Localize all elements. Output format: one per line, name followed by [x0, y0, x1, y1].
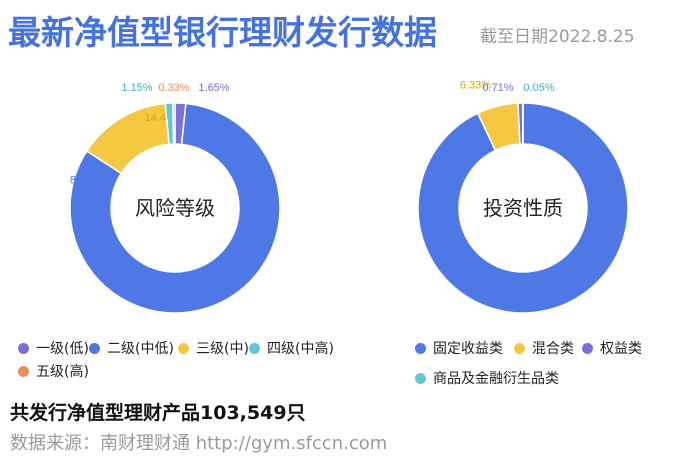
slice-percent-label: 1.15%	[121, 82, 152, 94]
legend-item: 权益类	[582, 338, 642, 358]
legend-label: 二级(中低)	[107, 341, 174, 357]
legend-item: 四级(中高)	[249, 338, 334, 358]
legend-color-dot	[18, 342, 29, 354]
donut-slice	[172, 102, 176, 145]
legend-color-dot	[89, 342, 100, 354]
legend-color-dot	[415, 372, 426, 384]
legend-color-dot	[178, 342, 189, 354]
legend-label: 三级(中)	[196, 341, 249, 357]
legend-color-dot	[582, 342, 593, 354]
donut-center-label: 风险等级	[135, 196, 215, 220]
legend-color-dot	[18, 365, 29, 377]
legend-label: 权益类	[600, 341, 642, 357]
total-products-text: 共发行净值型理财产品103,549只	[10, 402, 306, 424]
donut-slice	[417, 102, 629, 314]
legend-label: 四级(中高)	[267, 341, 334, 357]
legend-label: 固定收益类	[433, 341, 503, 357]
legend-item: 二级(中低)	[89, 338, 174, 358]
page-title: 最新净值型银行理财发行数据	[8, 13, 437, 52]
legend-item: 一级(低)	[18, 338, 89, 358]
slice-percent-label: 0.33%	[158, 82, 189, 94]
slice-percent-label: 6.33%	[460, 79, 491, 91]
donut-chart-2: 92.91% 6.33%0.71% 0.05% 投资性质	[417, 79, 629, 314]
legend-label: 一级(低)	[36, 341, 89, 357]
legend-color-dot	[415, 342, 426, 354]
legend-item: 三级(中)	[178, 338, 249, 358]
slice-percent-label: 1.65%	[198, 82, 229, 94]
legend-item: 商品及金融衍生品类	[415, 368, 559, 388]
slice-percent-label: 82.46%	[70, 175, 108, 187]
legend-label: 五级(高)	[36, 364, 89, 380]
donut-chart-1: 1.65%82.46%14.4%1.15% 0.33%风险等级	[69, 82, 281, 314]
legend-label: 商品及金融衍生品类	[433, 371, 559, 387]
legend-color-dot	[514, 342, 525, 354]
legend-item: 混合类	[514, 338, 574, 358]
donut-charts: 1.65%82.46%14.4%1.15% 0.33%风险等级92.91%6.33…	[69, 79, 629, 314]
slice-percent-label: 0.05%	[523, 82, 554, 94]
legend-item: 固定收益类	[415, 338, 503, 358]
donut-center-label: 投资性质	[483, 196, 563, 220]
date-note: 截至日期2022.8.25	[480, 27, 635, 47]
slice-percent-label: 0.71%	[482, 82, 513, 94]
legend-label: 混合类	[532, 341, 574, 357]
data-source-text: 数据来源：南财理财通 http://gym.sfccn.com	[10, 433, 388, 454]
donut-slice	[69, 102, 281, 314]
slice-percent-label: 92.91%	[455, 128, 493, 140]
legend-item: 五级(高)	[18, 361, 89, 381]
legend-color-dot	[249, 342, 260, 354]
